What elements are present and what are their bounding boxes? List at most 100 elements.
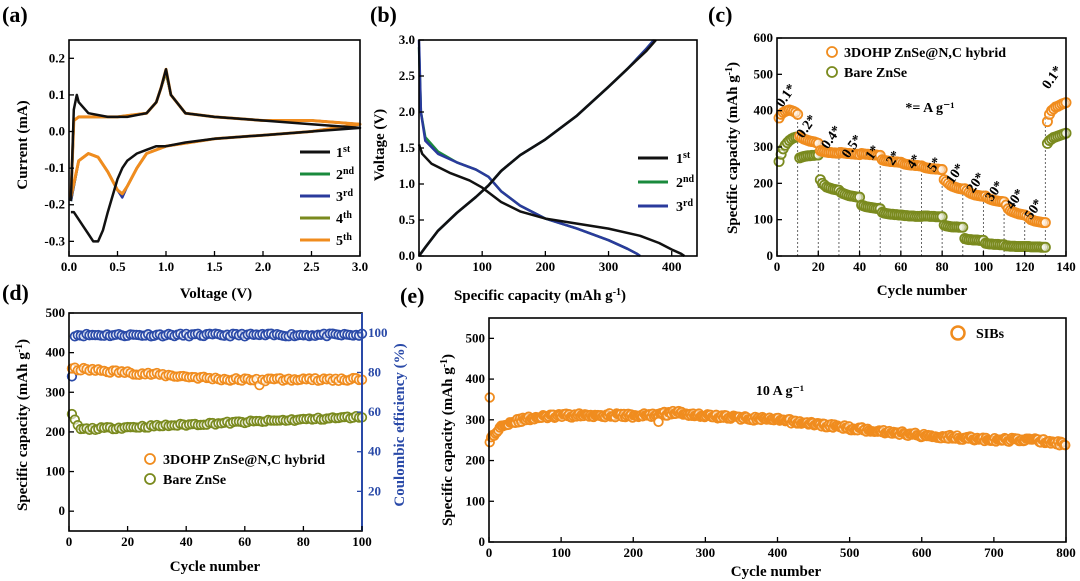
panel-b-ytick-label-5: 0.5 — [399, 212, 416, 227]
panel-e: (e) Cycle number Specific capacity (mAh … — [400, 283, 1076, 580]
panel-e-ytick-label-4: 100 — [466, 493, 486, 508]
panel-e-annotation: 10 A g⁻¹ — [756, 384, 804, 399]
panel-c-ytick-label-4: 200 — [754, 175, 774, 190]
panel-c-unit-note: *= A g⁻¹ — [905, 101, 954, 116]
panel-e-xtick-label-8: 800 — [1056, 545, 1076, 560]
panel-a-series-4 — [69, 71, 362, 198]
panel-e-ytick-label-5: 0 — [479, 534, 486, 549]
panel-e-xtick-label-7: 700 — [984, 545, 1004, 560]
panel-b-xtick-label-2: 200 — [536, 259, 556, 274]
panel-c-point-s1-c130 — [1039, 217, 1051, 229]
panel-c-legend-marker-2 — [826, 66, 838, 78]
panel-c-plot: 0.1*0.2*0.4*0.5*1* 2* 4* 5*10*20*30*40*50*0… — [754, 30, 1076, 274]
panel-b-xtick-label-4: 400 — [662, 259, 682, 274]
panel-d-legend: 3DOHP ZnSe@N,C hybrid Bare ZnSe — [144, 453, 325, 488]
panel-c-ytick-label-3: 300 — [754, 139, 774, 154]
panel-d-xtick-label-2: 40 — [180, 534, 193, 549]
panel-c-point-s1-c10 — [792, 108, 804, 120]
panel-e-plot: 10 A g⁻¹ 0 100 200 300 400 500 600 700 800 500 400 3… — [466, 317, 1076, 560]
panel-a-ytick-label-0: 0.2 — [49, 50, 65, 65]
panel-b-legend: 1st 2nd 3rd — [638, 150, 695, 215]
panel-d: (d) Cycle number Specific capacity (mAh … — [2, 280, 408, 575]
panel-d-xtick-label-3: 60 — [238, 534, 251, 549]
panel-c-rate-label-13: 0.1* — [1040, 63, 1066, 92]
panel-e-xtick-label-4: 400 — [768, 545, 788, 560]
panel-a-ytick-label-3: -0.1 — [44, 160, 65, 175]
panel-b-curve-3 — [417, 39, 641, 258]
panel-b: (b) Specific capacity (mAh g-1) Voltage … — [370, 2, 698, 305]
panel-b-ytick-label-0: 3.0 — [399, 32, 415, 47]
panel-d-xtick-label-1: 20 — [121, 534, 134, 549]
panel-c-xtick-label-7: 140 — [1056, 259, 1076, 274]
panel-d-y2tick-label-2: 60 — [368, 404, 381, 419]
panel-b-plot: 0 100 200 300 400 3.0 2.5 2.0 1.5 1.0 0.5 0.0 — [399, 32, 698, 274]
panel-c-xtick-label-1: 20 — [812, 259, 825, 274]
panel-d-xtick-label-5: 100 — [352, 534, 372, 549]
panel-e-ytick-label-2: 300 — [466, 412, 486, 427]
panel-b-legend-label-1: 1st — [676, 150, 691, 168]
panel-e-xlabel: Cycle number — [731, 564, 822, 580]
panel-a-ytick-label-4: -0.2 — [44, 197, 65, 212]
panel-b-ytick-label-1: 2.5 — [399, 68, 416, 83]
panel-c-xtick-label-3: 60 — [894, 259, 907, 274]
panel-d-ytick-label-2: 300 — [46, 384, 66, 399]
panel-a-xtick-label-6: 3.0 — [352, 259, 368, 274]
panel-b-xtick-label-0: 0 — [416, 259, 423, 274]
panel-b-xlabel: Specific capacity (mAh g-1) — [454, 287, 626, 305]
panel-c-xtick-label-6: 120 — [1015, 259, 1035, 274]
panel-label-c: (c) — [708, 2, 732, 27]
panel-c-ylabel: Specific capacity (mAh g-1) — [724, 62, 742, 234]
panel-e-legend-marker — [950, 325, 966, 341]
panel-label-e: (e) — [400, 283, 424, 308]
panel-d-xlabel: Cycle number — [170, 559, 261, 575]
panel-c-point-s2-c130 — [1039, 241, 1051, 253]
panel-d-xtick-label-4: 80 — [297, 534, 310, 549]
panel-d-plot: 0 20 40 60 80 100 500 400 300 200 100 0 100 80 60 40 20 — [46, 305, 388, 549]
panel-b-ytick-label-6: 0.0 — [399, 248, 415, 263]
panel-b-ytick-label-2: 2.0 — [399, 104, 415, 119]
panel-c-legend-label-1: 3DOHP ZnSe@N,C hybrid — [844, 46, 1006, 61]
panel-c-point-s1-c80 — [936, 164, 948, 176]
panel-a-xtick-label-3: 1.5 — [206, 259, 223, 274]
panel-c: (c) Cycle number Specific capacity (mAh … — [708, 2, 1076, 299]
panel-c-point-s2-c90 — [957, 221, 969, 233]
panel-c-xtick-label-0: 0 — [774, 259, 781, 274]
panel-d-ytick-label-5: 0 — [59, 503, 66, 518]
panel-d-y2tick-label-0: 100 — [368, 325, 388, 340]
panel-e-xtick-label-3: 300 — [696, 545, 716, 560]
panel-e-xtick-label-0: 0 — [486, 545, 493, 560]
panel-e-xtick-label-2: 200 — [624, 545, 644, 560]
panel-a: (a) Voltage (V) Current (mA) 0.0 0.5 1.0 1.… — [2, 2, 368, 302]
panel-a-ytick-label-5: -0.3 — [44, 233, 65, 248]
panel-a-xlabel: Voltage (V) — [180, 286, 252, 302]
panel-c-ytick-label-5: 100 — [754, 212, 774, 227]
panel-d-y2tick-label-1: 80 — [368, 364, 381, 379]
panel-a-plot: 0.0 0.5 1.0 1.5 2.0 2.5 3.0 0.2 0.1 0.0 -0.1 -0.2 -0… — [44, 39, 368, 274]
panel-a-legend-label-4: 4th — [336, 210, 352, 228]
panel-b-ylabel: Voltage (V) — [372, 109, 388, 181]
panel-b-curve-6 — [417, 39, 655, 257]
panel-b-curve-2 — [417, 47, 641, 258]
panel-label-a: (a) — [2, 2, 28, 27]
panel-c-xtick-label-2: 40 — [853, 259, 866, 274]
panel-a-legend-label-3: 3rd — [336, 188, 353, 206]
panel-d-xtick-label-0: 0 — [66, 534, 73, 549]
panel-d-ytick-label-1: 400 — [46, 345, 66, 360]
panel-e-ytick-label-3: 200 — [466, 453, 486, 468]
panel-label-d: (d) — [2, 280, 29, 305]
panel-c-xlabel: Cycle number — [877, 283, 968, 299]
panel-b-curve-4 — [417, 39, 657, 257]
panel-b-curve-1 — [417, 143, 686, 258]
panel-label-b: (b) — [370, 2, 397, 27]
panel-c-legend: 3DOHP ZnSe@N,C hybrid Bare ZnSe — [826, 46, 1006, 81]
panel-b-xtick-label-1: 100 — [472, 259, 492, 274]
panel-a-xtick-label-4: 2.0 — [255, 259, 271, 274]
panel-d-ylabel: Specific capacity (mAh g-1) — [14, 339, 32, 511]
panel-a-series-1 — [69, 68, 362, 243]
panel-d-y2tick-label-3: 40 — [368, 444, 381, 459]
panel-c-legend-marker-1 — [826, 46, 838, 58]
panel-e-xtick-label-5: 500 — [840, 545, 860, 560]
panel-d-ytick-label-0: 500 — [46, 305, 66, 320]
panel-a-ytick-label-2: 0.0 — [49, 124, 65, 139]
